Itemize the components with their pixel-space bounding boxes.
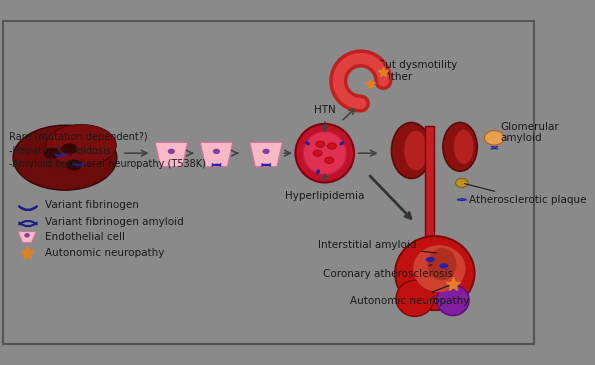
Text: Autonomic neuropathy: Autonomic neuropathy — [350, 285, 469, 306]
Ellipse shape — [325, 157, 334, 164]
Ellipse shape — [327, 143, 337, 149]
Ellipse shape — [443, 123, 477, 171]
Text: Autonomic neuropathy: Autonomic neuropathy — [45, 248, 164, 258]
Ellipse shape — [456, 178, 468, 188]
Ellipse shape — [339, 141, 345, 145]
Text: Atherosclerotic plaque: Atherosclerotic plaque — [465, 184, 587, 205]
Ellipse shape — [46, 124, 117, 166]
Ellipse shape — [213, 149, 220, 154]
Ellipse shape — [168, 149, 175, 154]
Ellipse shape — [313, 150, 322, 156]
Ellipse shape — [413, 245, 465, 292]
Ellipse shape — [484, 131, 505, 145]
Text: Variant fibrinogen: Variant fibrinogen — [45, 200, 139, 210]
Ellipse shape — [66, 160, 82, 170]
Polygon shape — [250, 142, 283, 167]
Ellipse shape — [316, 141, 325, 147]
Text: Endothelial cell: Endothelial cell — [45, 232, 125, 242]
Ellipse shape — [61, 143, 77, 154]
Ellipse shape — [404, 131, 428, 170]
Text: Glomerular
amyloid: Glomerular amyloid — [500, 122, 559, 143]
Ellipse shape — [43, 148, 60, 159]
Text: Rare (mutation dependent?)
-Hepatic amyloidosis
-Amyloid peripheral neuropathy (: Rare (mutation dependent?) -Hepatic amyl… — [9, 132, 206, 169]
Ellipse shape — [296, 124, 354, 182]
Polygon shape — [18, 232, 36, 242]
Ellipse shape — [428, 248, 456, 280]
Text: Hyperlipidemia: Hyperlipidemia — [285, 191, 364, 201]
Ellipse shape — [395, 236, 474, 310]
Text: Coronary atherosclerosis: Coronary atherosclerosis — [323, 265, 453, 279]
Text: Interstitial amyloid: Interstitial amyloid — [318, 240, 437, 253]
Text: Variant fibrinogen amyloid: Variant fibrinogen amyloid — [45, 217, 184, 227]
Polygon shape — [201, 142, 233, 167]
FancyBboxPatch shape — [425, 126, 434, 257]
Ellipse shape — [437, 285, 469, 316]
Ellipse shape — [262, 149, 270, 154]
Ellipse shape — [24, 233, 30, 238]
Polygon shape — [155, 142, 187, 167]
Ellipse shape — [439, 263, 449, 269]
Text: HTN: HTN — [314, 105, 336, 115]
Ellipse shape — [426, 257, 435, 262]
Ellipse shape — [454, 130, 474, 164]
Ellipse shape — [305, 141, 310, 145]
Ellipse shape — [316, 169, 320, 174]
Ellipse shape — [392, 123, 431, 178]
Ellipse shape — [396, 280, 434, 316]
Ellipse shape — [13, 125, 117, 190]
Text: Gut dysmotility
?Other: Gut dysmotility ?Other — [377, 60, 458, 82]
Ellipse shape — [303, 131, 346, 175]
